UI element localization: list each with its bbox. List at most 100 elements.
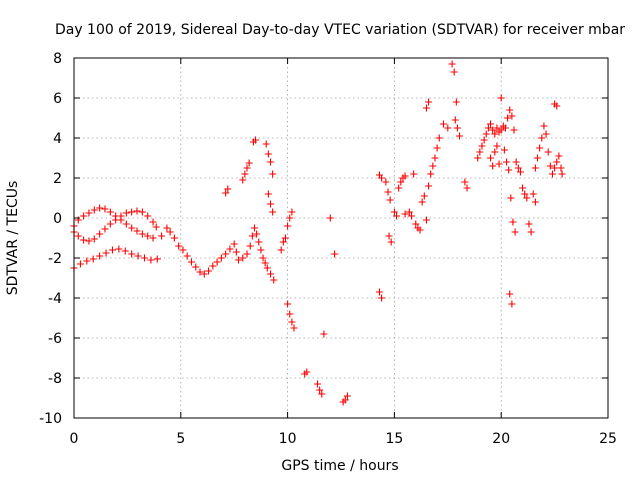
data-point	[425, 98, 433, 106]
data-point	[393, 212, 401, 220]
data-point	[385, 232, 393, 240]
data-point	[281, 234, 289, 242]
data-point	[170, 234, 178, 242]
data-point	[259, 254, 267, 262]
data-point	[80, 212, 88, 220]
data-point	[89, 255, 97, 263]
data-point	[213, 258, 221, 266]
y-tick-label: 6	[53, 91, 62, 107]
data-point	[187, 258, 195, 266]
data-point	[74, 232, 82, 240]
data-point	[491, 148, 499, 156]
data-point	[546, 162, 554, 170]
data-point	[487, 154, 495, 162]
data-point	[257, 246, 265, 254]
data-point	[375, 288, 383, 296]
axis-ticks: 0 5 10 15 20 25 -10 -8 -6 -4 -2 0 2 4 6 8	[39, 51, 617, 447]
data-point	[128, 224, 136, 232]
data-point	[474, 154, 482, 162]
data-point	[435, 134, 443, 142]
x-tick-label: 25	[599, 431, 617, 447]
data-point	[508, 300, 516, 308]
data-point	[508, 112, 516, 120]
data-point	[410, 170, 418, 178]
data-point	[138, 208, 146, 216]
data-point	[390, 208, 398, 216]
x-tick-label: 5	[176, 431, 185, 447]
data-point	[226, 245, 234, 253]
data-point	[224, 185, 232, 193]
data-point	[463, 184, 471, 192]
y-axis-label: SDTVAR / TECUs	[5, 181, 21, 296]
y-tick-label: 0	[53, 211, 62, 227]
data-point	[536, 144, 544, 152]
data-point	[286, 310, 294, 318]
data-point	[506, 106, 514, 114]
data-point	[387, 238, 395, 246]
data-point	[501, 124, 509, 132]
y-tick-label: 2	[53, 171, 62, 187]
y-tick-label: 8	[53, 51, 62, 67]
data-point	[122, 220, 130, 228]
data-point	[90, 206, 98, 214]
data-point	[444, 124, 452, 132]
data-point	[440, 120, 448, 128]
data-point	[420, 192, 428, 200]
data-point	[279, 238, 287, 246]
data-point	[509, 218, 517, 226]
data-point	[558, 170, 566, 178]
y-tick-label: -4	[48, 291, 62, 307]
data-point	[246, 242, 254, 250]
data-point	[397, 178, 405, 186]
data-point	[401, 172, 409, 180]
data-point	[452, 98, 460, 106]
data-point	[505, 166, 513, 174]
data-point	[112, 216, 120, 224]
data-point	[326, 214, 334, 222]
data-point	[263, 264, 271, 272]
data-point	[453, 124, 461, 132]
data-point	[514, 164, 522, 172]
data-point	[80, 236, 88, 244]
data-point	[418, 198, 426, 206]
data-point	[288, 208, 296, 216]
data-point	[341, 396, 349, 404]
data-point	[497, 126, 505, 134]
data-point	[152, 223, 160, 231]
data-point	[384, 188, 392, 196]
data-point	[551, 164, 559, 172]
data-point	[117, 212, 125, 220]
data-point	[386, 196, 394, 204]
data-point	[108, 246, 116, 254]
data-point	[500, 146, 508, 154]
data-point	[382, 178, 390, 186]
data-point	[96, 230, 104, 238]
data-point	[531, 198, 539, 206]
data-point	[149, 234, 157, 242]
data-point	[450, 68, 458, 76]
data-point	[232, 248, 240, 256]
x-tick-label: 15	[385, 431, 403, 447]
data-point	[269, 208, 277, 216]
data-point	[147, 256, 155, 264]
data-point	[128, 208, 136, 216]
data-point	[102, 249, 110, 257]
data-point	[205, 267, 213, 275]
data-point	[480, 136, 488, 144]
data-point	[158, 232, 166, 240]
data-point	[239, 176, 247, 184]
data-point	[144, 232, 152, 240]
data-point	[284, 222, 292, 230]
data-point	[512, 158, 520, 166]
data-point	[267, 270, 275, 278]
data-point	[153, 255, 161, 263]
data-point	[503, 158, 511, 166]
data-point	[262, 140, 270, 148]
data-point	[163, 224, 171, 232]
data-point	[553, 158, 561, 166]
data-point	[255, 238, 263, 246]
data-point	[482, 130, 490, 138]
data-point	[222, 250, 230, 258]
data-point	[134, 252, 142, 260]
data-point	[544, 148, 552, 156]
